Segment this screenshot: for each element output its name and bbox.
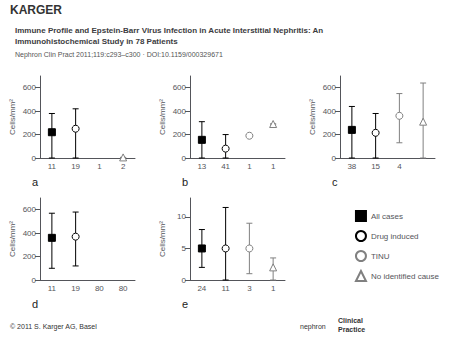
svg-text:24: 24 bbox=[197, 284, 206, 293]
svg-text:19: 19 bbox=[71, 284, 80, 293]
svg-text:11: 11 bbox=[221, 284, 230, 293]
svg-text:3: 3 bbox=[247, 284, 252, 293]
svg-text:Nephron Clin Pract 2011;119:c2: Nephron Clin Pract 2011;119:c293–c300 · … bbox=[15, 51, 223, 59]
svg-text:200: 200 bbox=[23, 252, 37, 261]
svg-text:4: 4 bbox=[397, 162, 402, 171]
svg-text:0: 0 bbox=[182, 154, 187, 163]
svg-text:Drug induced: Drug induced bbox=[371, 232, 419, 241]
svg-text:d: d bbox=[32, 298, 38, 310]
svg-text:400: 400 bbox=[173, 107, 187, 116]
svg-text:Cells/mm²: Cells/mm² bbox=[158, 99, 167, 135]
svg-text:Immunohistochemical Study in 7: Immunohistochemical Study in 78 Patients bbox=[15, 37, 178, 46]
svg-text:Practice: Practice bbox=[338, 326, 365, 333]
svg-text:19: 19 bbox=[71, 162, 80, 171]
svg-text:41: 41 bbox=[221, 162, 230, 171]
svg-text:13: 13 bbox=[197, 162, 206, 171]
svg-text:400: 400 bbox=[23, 107, 37, 116]
svg-text:Clinical: Clinical bbox=[338, 317, 363, 324]
svg-text:80: 80 bbox=[95, 284, 104, 293]
svg-text:a: a bbox=[32, 176, 39, 188]
svg-text:11: 11 bbox=[48, 284, 57, 293]
svg-text:0: 0 bbox=[32, 154, 37, 163]
svg-text:200: 200 bbox=[173, 130, 187, 139]
svg-text:Cells/mm²: Cells/mm² bbox=[8, 99, 17, 135]
svg-text:c: c bbox=[332, 176, 338, 188]
svg-text:600: 600 bbox=[23, 83, 37, 92]
svg-text:38: 38 bbox=[347, 162, 356, 171]
svg-text:nephron: nephron bbox=[300, 323, 326, 331]
svg-text:0: 0 bbox=[32, 276, 37, 285]
svg-text:e: e bbox=[182, 298, 188, 310]
svg-text:15: 15 bbox=[371, 162, 380, 171]
svg-text:0: 0 bbox=[182, 276, 187, 285]
svg-text:600: 600 bbox=[173, 83, 187, 92]
svg-text:b: b bbox=[182, 176, 188, 188]
svg-text:TINU: TINU bbox=[371, 252, 390, 261]
svg-text:200: 200 bbox=[23, 130, 37, 139]
svg-text:10: 10 bbox=[177, 212, 186, 221]
svg-text:0: 0 bbox=[332, 154, 337, 163]
svg-text:1: 1 bbox=[97, 162, 102, 171]
svg-text:1: 1 bbox=[271, 162, 276, 171]
svg-text:No identified cause: No identified cause bbox=[371, 272, 440, 281]
svg-text:200: 200 bbox=[323, 130, 337, 139]
svg-text:Immune Profile and Epstein-Bar: Immune Profile and Epstein-Barr Virus In… bbox=[15, 26, 323, 35]
svg-text:Cells/mm²: Cells/mm² bbox=[308, 99, 317, 135]
svg-text:Cells/mm²: Cells/mm² bbox=[158, 221, 167, 257]
svg-text:Cells/mm²: Cells/mm² bbox=[8, 221, 17, 257]
svg-text:5: 5 bbox=[182, 244, 187, 253]
svg-text:400: 400 bbox=[323, 107, 337, 116]
svg-text:80: 80 bbox=[119, 284, 128, 293]
svg-text:© 2011 S. Karger AG, Basel: © 2011 S. Karger AG, Basel bbox=[10, 323, 97, 331]
svg-text:2: 2 bbox=[121, 162, 126, 171]
svg-text:600: 600 bbox=[323, 83, 337, 92]
svg-text:1: 1 bbox=[247, 162, 252, 171]
svg-text:600: 600 bbox=[23, 205, 37, 214]
svg-text:400: 400 bbox=[23, 229, 37, 238]
svg-text:All cases: All cases bbox=[371, 212, 403, 221]
svg-text:11: 11 bbox=[48, 162, 57, 171]
svg-text:KARGER: KARGER bbox=[10, 3, 62, 17]
svg-text:1: 1 bbox=[271, 284, 276, 293]
